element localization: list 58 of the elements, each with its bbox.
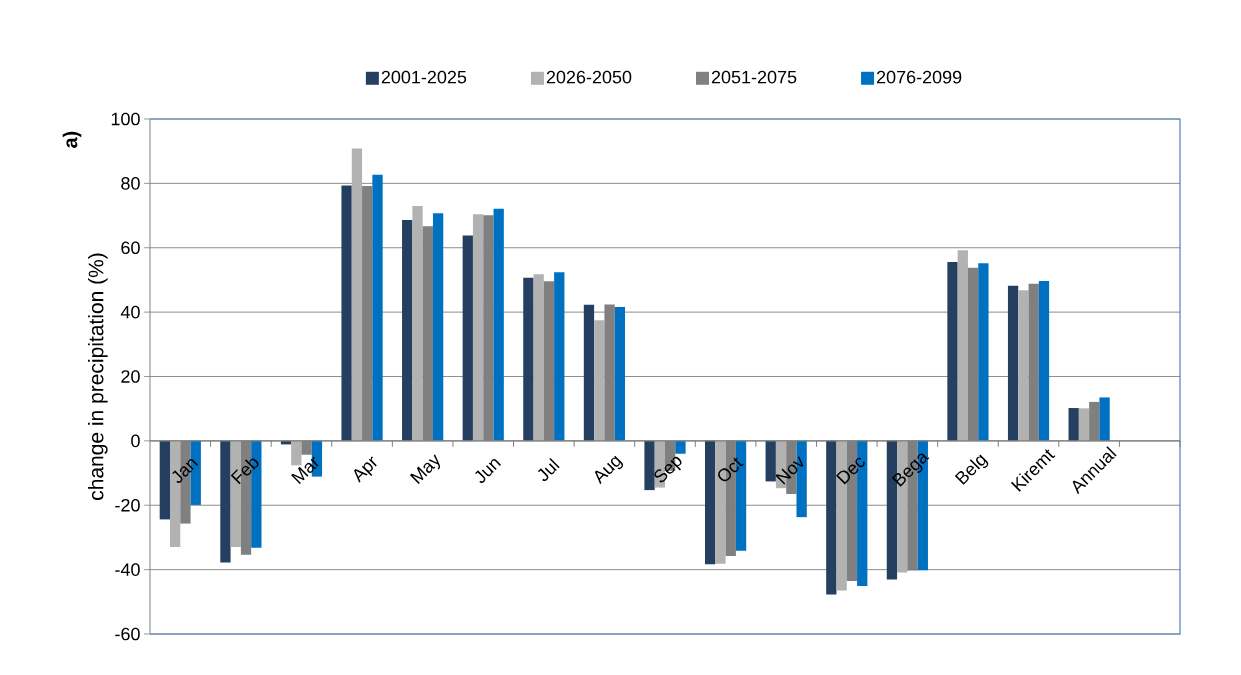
- x-tick-label: Mar: [291, 456, 319, 485]
- x-tick-label: Aug: [595, 455, 624, 485]
- x-tick-label: Oct: [718, 457, 744, 482]
- bar: [644, 440, 655, 491]
- x-tick-label: Dec: [836, 457, 865, 485]
- bar: [978, 263, 989, 441]
- bar: [493, 208, 504, 441]
- x-tick-label: Jun: [475, 458, 501, 483]
- bar: [472, 214, 484, 441]
- bar: [1068, 408, 1079, 441]
- bar: [372, 174, 383, 441]
- bar: [1099, 397, 1110, 441]
- bar: [341, 185, 352, 441]
- bar: [220, 440, 231, 563]
- x-tick-label: Jan: [172, 458, 199, 483]
- y-tick-label: -60: [115, 627, 140, 641]
- bar: [765, 440, 776, 482]
- x-tick-label: Sep: [654, 456, 682, 483]
- legend-label: 2001-2025: [381, 70, 467, 84]
- bar: [1078, 408, 1090, 441]
- y-tick-label: 80: [121, 177, 140, 190]
- y-tick-label: -20: [115, 498, 140, 512]
- bar: [947, 261, 958, 441]
- x-tick-label: Jul: [538, 457, 560, 482]
- bar: [1018, 290, 1029, 441]
- bar: [523, 277, 534, 441]
- text: a): [62, 131, 82, 148]
- bar: [675, 440, 686, 454]
- bar: [554, 272, 565, 441]
- bar: [1007, 285, 1019, 441]
- bar: [594, 320, 605, 441]
- bar: [1038, 280, 1050, 441]
- bar: [159, 440, 170, 520]
- bar: [614, 306, 626, 441]
- bar: [957, 250, 968, 441]
- y-tick-label: 60: [121, 241, 140, 255]
- legend-label: 2076-2099: [876, 70, 962, 84]
- y-tick-label: -40: [115, 563, 140, 576]
- bar: [583, 304, 595, 441]
- bar: [402, 220, 413, 441]
- y-tick-label: 20: [121, 370, 140, 383]
- legend-label: 2051-2075: [711, 70, 797, 84]
- bar: [826, 440, 837, 595]
- y-tick-label: 100: [111, 112, 140, 126]
- bar: [533, 274, 544, 441]
- bar: [432, 213, 444, 441]
- x-tick-label: Feb: [230, 458, 259, 485]
- y-tick-label: 0: [131, 434, 140, 448]
- bar: [351, 148, 363, 441]
- y-tick-label: 40: [120, 305, 140, 319]
- x-tick-label: May: [409, 454, 441, 484]
- bar: [462, 235, 473, 441]
- bar: [412, 205, 423, 441]
- x-tick-label: Nov: [775, 456, 804, 485]
- legend-label: 2026-2050: [546, 70, 632, 84]
- bar: [705, 440, 716, 565]
- x-tick-label: Apr: [354, 456, 377, 483]
- y-axis-title: change in precipitation (%): [88, 253, 108, 500]
